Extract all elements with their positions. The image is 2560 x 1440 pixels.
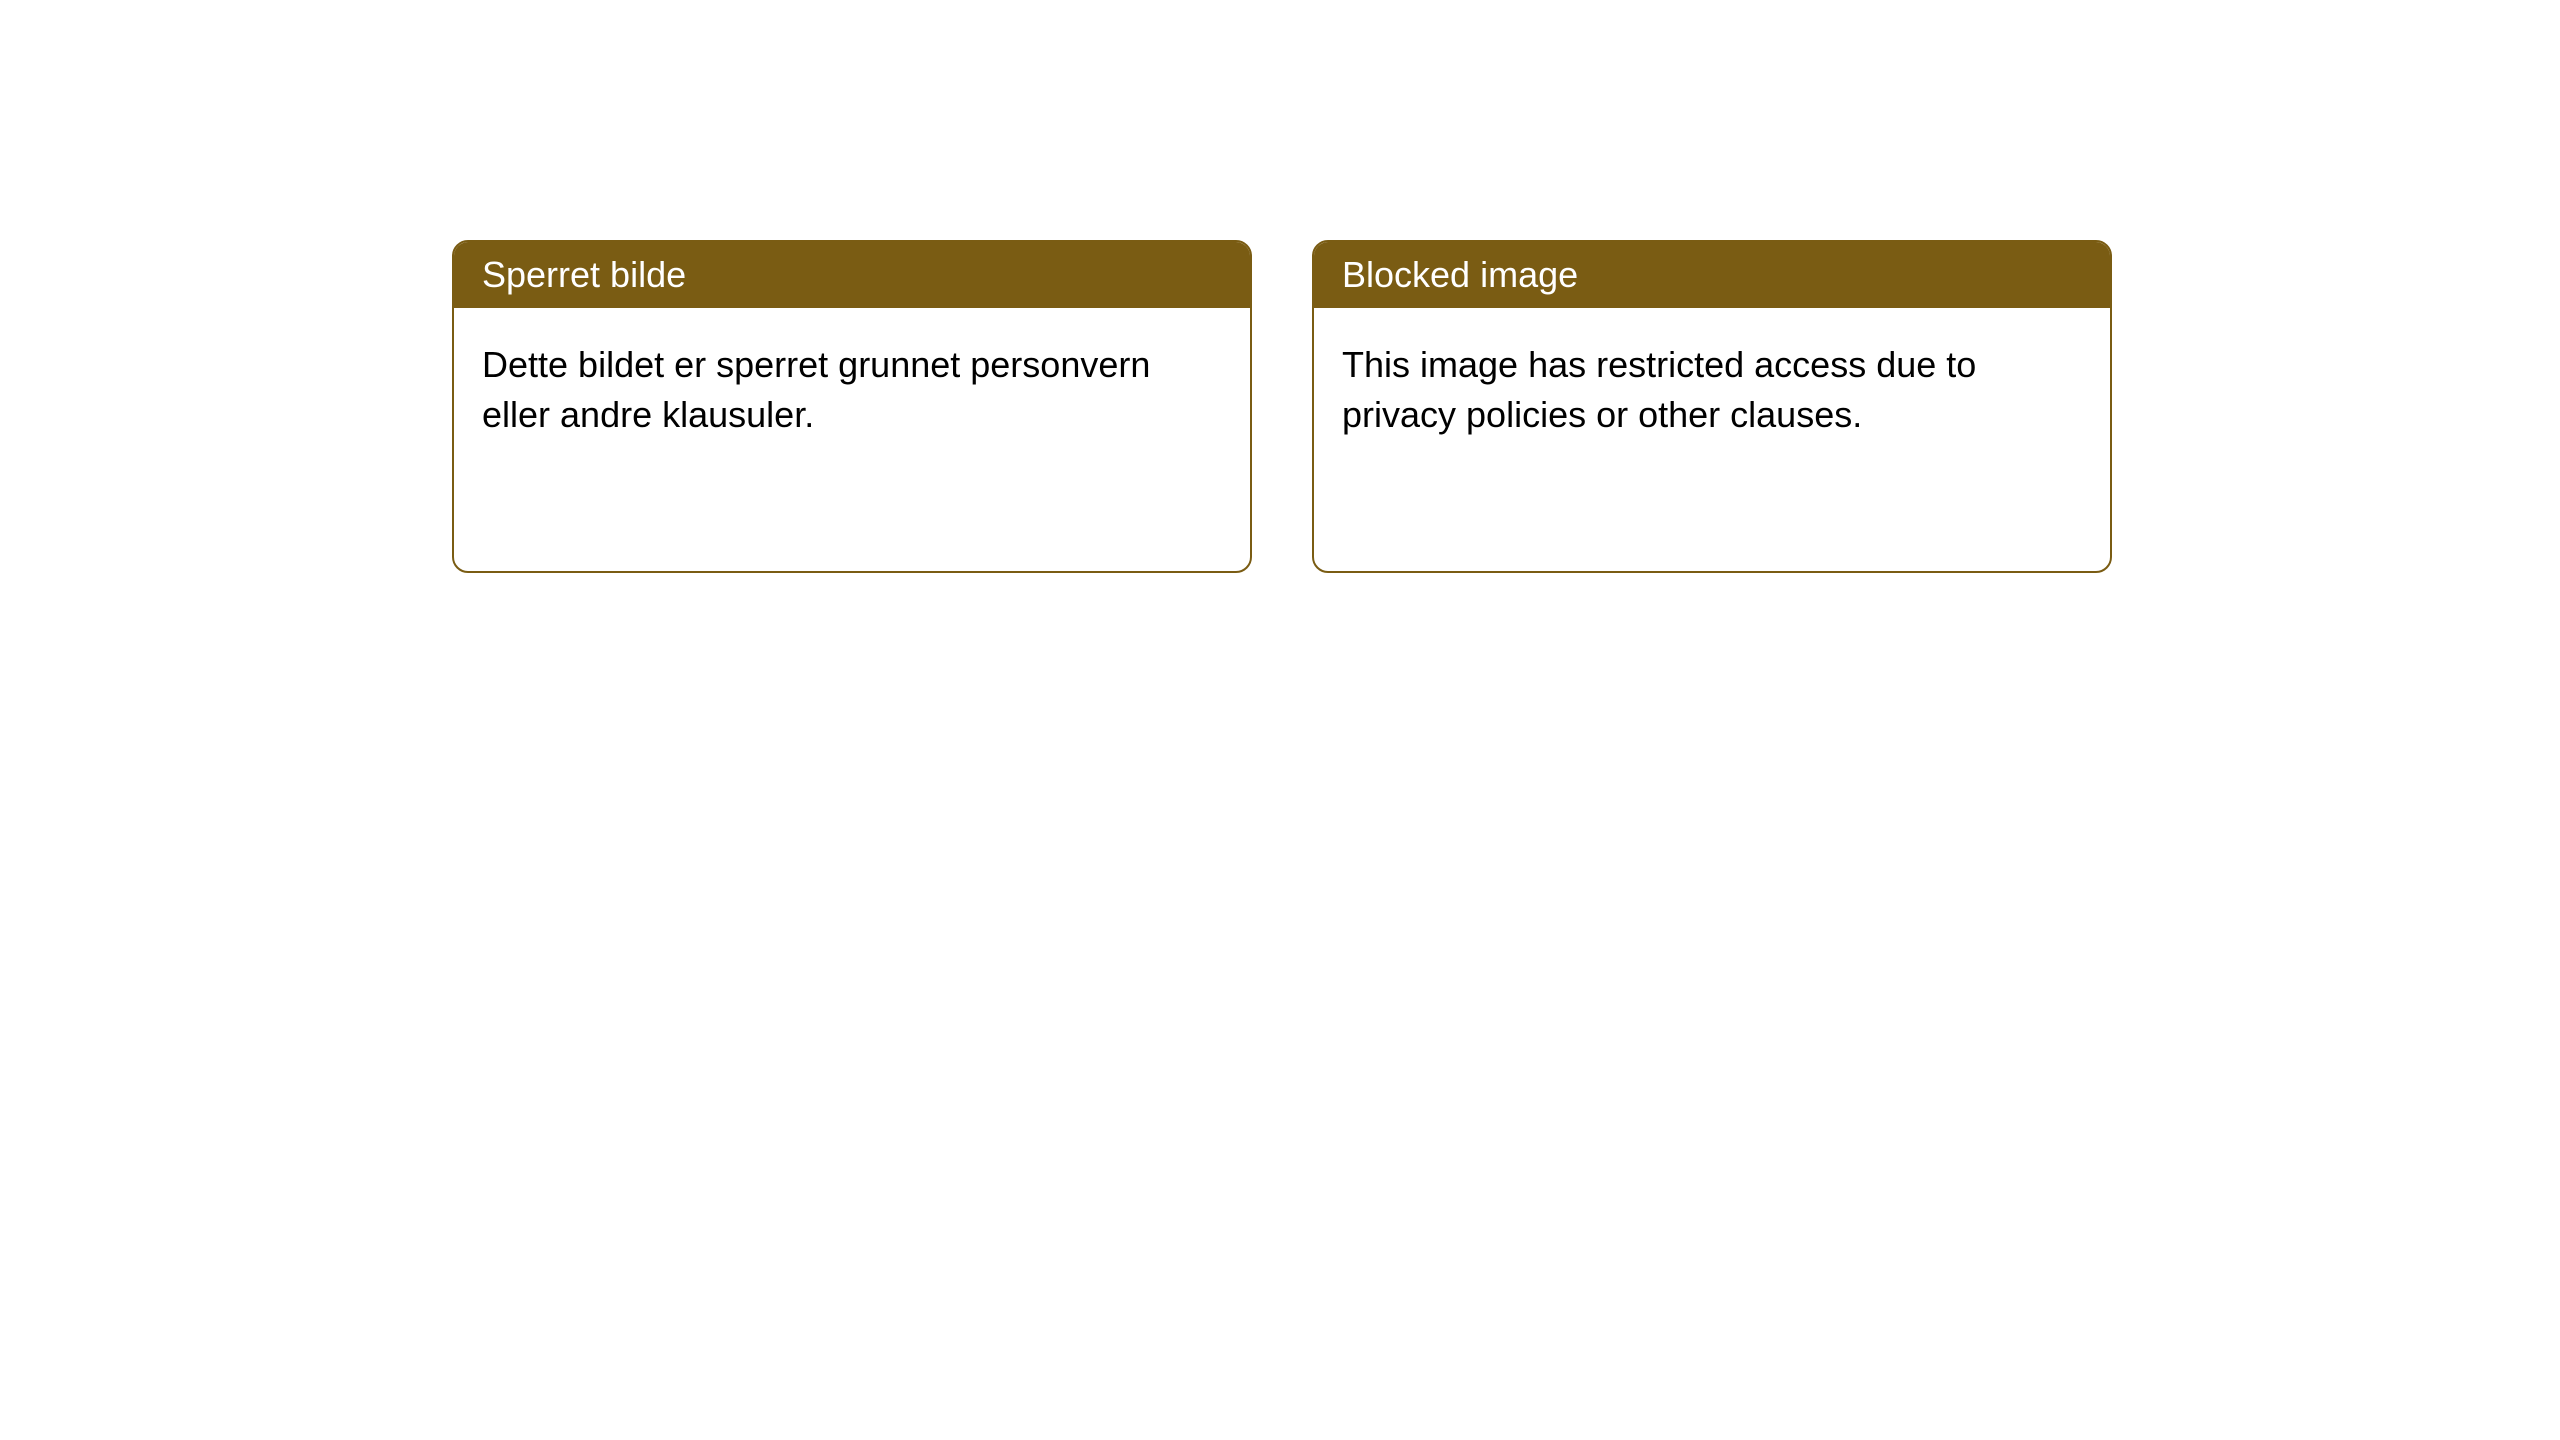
card-title-norwegian: Sperret bilde bbox=[482, 254, 686, 295]
card-english: Blocked image This image has restricted … bbox=[1312, 240, 2112, 573]
card-text-english: This image has restricted access due to … bbox=[1342, 344, 1976, 435]
card-title-english: Blocked image bbox=[1342, 254, 1578, 295]
card-norwegian: Sperret bilde Dette bildet er sperret gr… bbox=[452, 240, 1252, 573]
card-header-english: Blocked image bbox=[1314, 242, 2110, 308]
blocked-image-cards: Sperret bilde Dette bildet er sperret gr… bbox=[452, 240, 2112, 573]
card-text-norwegian: Dette bildet er sperret grunnet personve… bbox=[482, 344, 1150, 435]
card-body-english: This image has restricted access due to … bbox=[1314, 308, 2110, 473]
card-header-norwegian: Sperret bilde bbox=[454, 242, 1250, 308]
card-body-norwegian: Dette bildet er sperret grunnet personve… bbox=[454, 308, 1250, 473]
